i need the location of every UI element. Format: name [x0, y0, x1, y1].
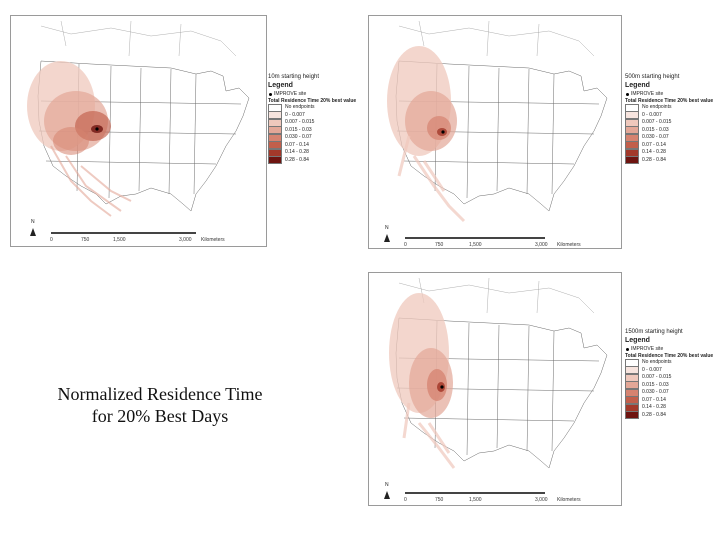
- scale-label-750: 750: [81, 237, 90, 243]
- improve-site-label: IMPROVE site: [268, 91, 360, 98]
- scale-label-3000: 3,000: [535, 497, 548, 503]
- legend-title: Legend: [625, 337, 650, 344]
- map-canvas: [384, 277, 608, 499]
- north-label: N: [385, 482, 389, 488]
- map-canvas: [27, 20, 250, 236]
- improve-site-marker: [95, 127, 99, 131]
- residence-time-shading: [27, 61, 132, 217]
- scale-label-1500: 1,500: [469, 242, 482, 248]
- height-title: 1500m starting height: [625, 329, 683, 335]
- residence-time-shading: [387, 46, 466, 223]
- map-panel-10m: N 0 750 1,500 3,000 Kilometers: [10, 15, 267, 247]
- height-title: 500m starting height: [625, 74, 680, 80]
- scale-label-3000: 3,000: [535, 242, 548, 248]
- total-residence-title: Total Residence Time 20% best value: [268, 98, 357, 104]
- scale-label-1500: 1,500: [113, 237, 126, 243]
- scale-label-750: 750: [435, 497, 444, 503]
- north-arrow: [30, 228, 36, 236]
- caption-line-2: for 20% Best Days: [91, 406, 229, 426]
- caption-line-1: Normalized Residence Time: [57, 384, 263, 404]
- scale-label-0: 0: [404, 242, 407, 248]
- legend-swatch: [625, 411, 639, 420]
- map-panel-500m: N 0 750 1,500 3,000 Kilometers: [368, 15, 622, 249]
- improve-site-label: IMPROVE site: [625, 91, 715, 98]
- legend-1500m: 1500m starting height Legend IMPROVE sit…: [625, 328, 715, 420]
- map-canvas: [384, 20, 608, 242]
- total-residence-title: Total Residence Time 20% best value: [625, 353, 714, 359]
- slide-caption: Normalized Residence Time for 20% Best D…: [25, 383, 295, 427]
- scale-label-0: 0: [50, 237, 53, 243]
- north-label: N: [385, 225, 389, 231]
- legend-class: 0.28 - 0.84: [268, 156, 360, 165]
- canada-border: [40, 20, 237, 57]
- north-label: N: [31, 219, 35, 225]
- legend-class: 0.28 - 0.84: [625, 156, 715, 165]
- improve-site-marker: [440, 385, 444, 389]
- scale-label-3000: 3,000: [179, 237, 192, 243]
- north-arrow: [384, 491, 390, 499]
- improve-site-label: IMPROVE site: [625, 346, 715, 353]
- scale-label-1500: 1,500: [469, 497, 482, 503]
- residence-time-shading: [389, 293, 456, 469]
- canada-border: [398, 20, 595, 57]
- canada-border: [398, 277, 595, 314]
- height-title: 10m starting height: [268, 74, 320, 80]
- legend-swatch: [625, 156, 639, 165]
- north-arrow: [384, 234, 390, 242]
- scale-label-750: 750: [435, 242, 444, 248]
- legend-class: 0.28 - 0.84: [625, 411, 715, 420]
- scale-unit: Kilometers: [557, 497, 581, 503]
- legend-title: Legend: [625, 82, 650, 89]
- scale-label-0: 0: [404, 497, 407, 503]
- scale-unit: Kilometers: [201, 237, 225, 243]
- legend-500m: 500m starting height Legend IMPROVE site…: [625, 73, 715, 165]
- improve-site-marker: [441, 130, 445, 134]
- legend-10m: 10m starting height Legend IMPROVE site …: [268, 73, 360, 165]
- scale-unit: Kilometers: [557, 242, 581, 248]
- total-residence-title: Total Residence Time 20% best value: [625, 98, 714, 104]
- legend-title: Legend: [268, 82, 293, 89]
- legend-swatch: [268, 156, 282, 165]
- map-panel-1500m: N 0 750 1,500 3,000 Kilometers: [368, 272, 622, 506]
